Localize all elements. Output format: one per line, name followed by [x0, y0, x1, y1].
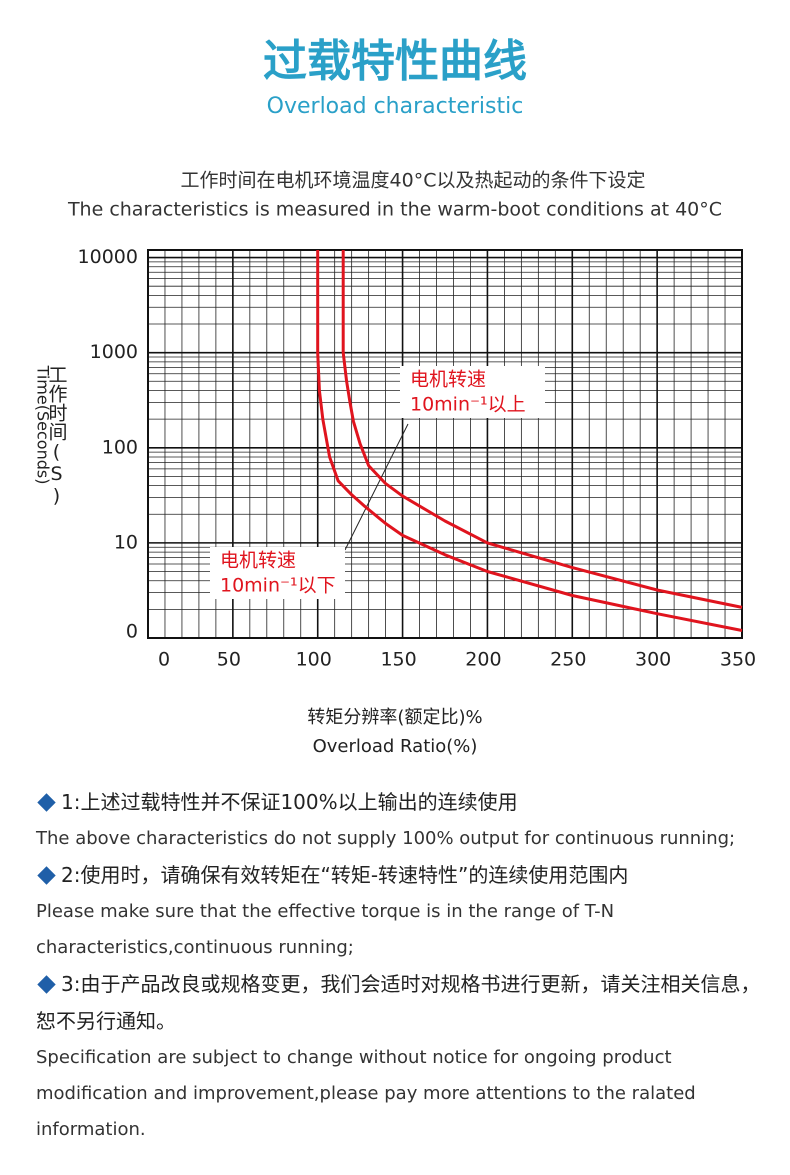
x-tick-label: 100: [296, 649, 332, 671]
curve: [316, 250, 743, 632]
x-tick-label: 350: [720, 649, 756, 671]
x-tick-label: 200: [465, 649, 501, 671]
note-zh: 2:使用时，请确保有效转矩在“转矩-转速特性”的连续使用范围内: [36, 857, 766, 894]
note-text: 3:由于产品改良或规格变更，我们会适时对规格书进行更新，请关注相关信息，恕不另行…: [36, 972, 761, 1033]
bullet: [37, 866, 56, 885]
x-axis-label: 转矩分辨率(额定比)%: [307, 707, 482, 728]
annotation-box: [210, 547, 345, 599]
note-text: 1:上述过载特性并不保证100%以上输出的连续使用: [61, 790, 518, 814]
note-en: Please make sure that the effective torq…: [36, 901, 615, 958]
x-tick-label: 0: [158, 649, 170, 671]
title: 过载特性曲线: [263, 36, 527, 87]
note-zh: 3:由于产品改良或规格变更，我们会适时对规格书进行更新，请关注相关信息，恕不另行…: [36, 966, 766, 1040]
plot-frame: [147, 249, 743, 639]
x-tick-label: 250: [550, 649, 586, 671]
annotation: 电机转速: [220, 550, 296, 572]
y-axis-label: 工作时间(S): [46, 365, 68, 507]
notes: 1:上述过载特性并不保证100%以上输出的连续使用 The above chara…: [36, 784, 766, 1148]
x-tick-label: 300: [635, 649, 671, 671]
x-axis-label-en: Overload Ratio(%): [313, 736, 478, 757]
note-en: The above characteristics do not supply …: [36, 828, 736, 849]
annotation: 10min⁻¹以上: [410, 394, 526, 416]
annotation: 10min⁻¹以下: [220, 575, 336, 597]
description-zh: 工作时间在电机环境温度40°C以及热起动的条件下设定: [181, 170, 646, 192]
leader-line: [344, 423, 409, 551]
x-tick-label: 50: [217, 649, 241, 671]
x-tick-label: 150: [380, 649, 416, 671]
note-text: 2:使用时，请确保有效转矩在“转矩-转速特性”的连续使用范围内: [61, 863, 629, 887]
subtitle: Overload characteristic: [267, 94, 524, 119]
y-tick-label: 0: [126, 621, 138, 643]
y-tick-label: 100: [102, 436, 138, 458]
y-tick-label: 1000: [90, 341, 138, 363]
bullet: [37, 793, 56, 812]
y-tick-label: 10: [114, 531, 138, 553]
annotation: 电机转速: [410, 369, 486, 391]
bullet: [37, 975, 56, 994]
note-en: Specification are subject to change with…: [36, 1047, 696, 1140]
note-zh: 1:上述过载特性并不保证100%以上输出的连续使用: [36, 784, 766, 821]
description-en: The characteristics is measured in the w…: [67, 199, 722, 221]
curve: [341, 250, 743, 609]
y-tick-label: 10000: [78, 246, 138, 268]
annotation-box: [400, 366, 545, 418]
chart: 过载特性曲线 Overload characteristic 工作时间在电机环境…: [34, 36, 757, 757]
y-axis-label-en: Time(Seconds): [34, 365, 53, 485]
